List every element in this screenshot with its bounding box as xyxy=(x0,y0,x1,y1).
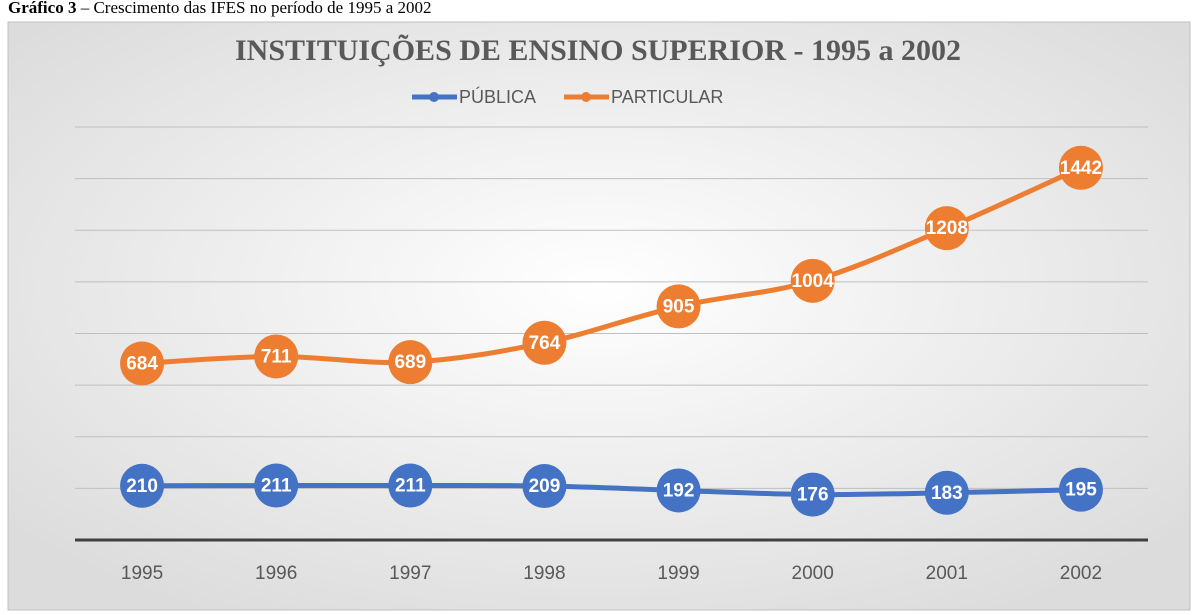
data-point xyxy=(388,463,433,508)
data-label: 183 xyxy=(931,483,963,504)
x-tick-label: 1999 xyxy=(657,563,699,584)
data-label: 195 xyxy=(1065,480,1097,501)
data-label: 684 xyxy=(126,353,158,374)
caption: Gráfico 3 – Crescimento das IFES no perí… xyxy=(8,0,432,17)
data-label: 1208 xyxy=(926,218,968,239)
data-point xyxy=(924,206,969,251)
chart-title: INSTITUIÇÕES DE ENSINO SUPERIOR - 1995 a… xyxy=(235,34,961,67)
data-point xyxy=(790,472,835,517)
data-point xyxy=(1058,467,1103,512)
x-tick-label: 2000 xyxy=(792,563,834,584)
data-label: 711 xyxy=(261,346,292,367)
data-label: 689 xyxy=(394,352,426,373)
data-point xyxy=(254,334,299,379)
data-label: 192 xyxy=(663,480,695,501)
legend-marker xyxy=(581,92,592,102)
data-label: 764 xyxy=(529,333,561,354)
data-label: 905 xyxy=(663,296,695,317)
legend-label: PÚBLICA xyxy=(459,86,536,107)
x-tick-label: 1997 xyxy=(389,563,431,584)
data-label: 176 xyxy=(797,485,829,506)
data-label: 1442 xyxy=(1060,158,1102,179)
data-point xyxy=(656,284,701,329)
x-tick-label: 1996 xyxy=(255,563,297,584)
data-point xyxy=(120,463,165,508)
chart-area xyxy=(7,21,1191,611)
data-point xyxy=(924,470,969,515)
x-tick-label: 2001 xyxy=(926,563,968,584)
data-label: 209 xyxy=(529,476,561,497)
data-point xyxy=(790,258,835,303)
x-tick-label: 1998 xyxy=(523,563,565,584)
data-label: 1004 xyxy=(792,271,835,292)
legend-label: PARTICULAR xyxy=(611,87,723,107)
data-point xyxy=(656,468,701,513)
data-point xyxy=(254,463,299,508)
legend-marker xyxy=(429,92,439,102)
data-point xyxy=(120,341,165,386)
data-label: 211 xyxy=(395,476,426,497)
caption-text: – Crescimento das IFES no período de 199… xyxy=(76,0,431,17)
x-tick-label: 1995 xyxy=(121,563,163,584)
x-tick-label: 2002 xyxy=(1060,563,1102,584)
data-point xyxy=(522,320,567,365)
data-point xyxy=(1058,145,1103,190)
data-label: 210 xyxy=(126,476,158,497)
legend: PÚBLICA PARTICULAR xyxy=(412,86,723,107)
data-point xyxy=(522,464,567,509)
data-point xyxy=(388,340,433,385)
data-label: 211 xyxy=(261,476,292,497)
caption-label: Gráfico 3 xyxy=(8,0,76,17)
